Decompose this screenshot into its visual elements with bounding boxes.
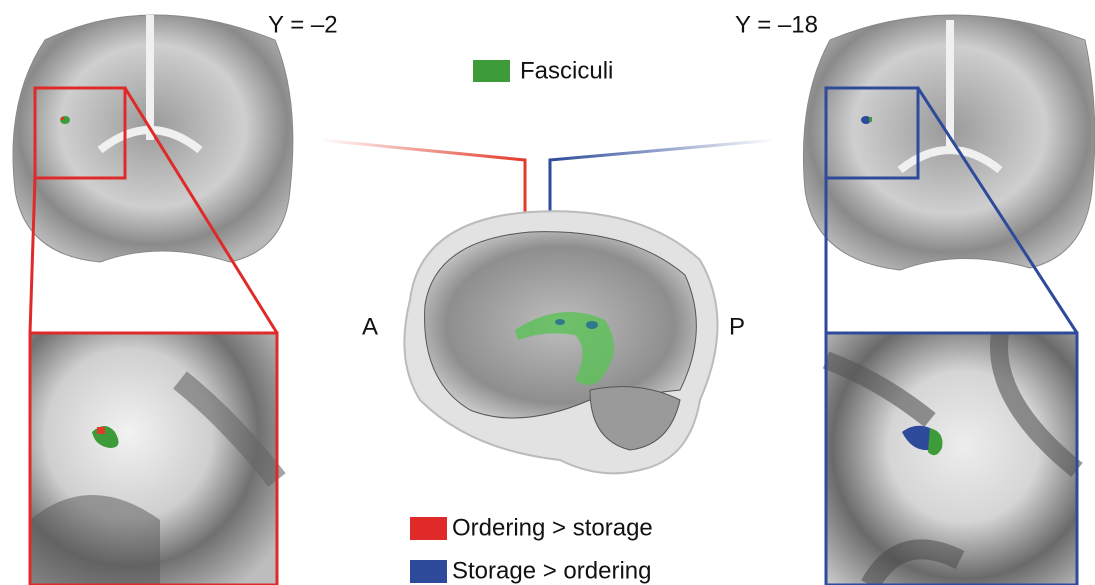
left-slice-label: Y = –2 (268, 11, 338, 38)
anterior-label: A (362, 313, 378, 340)
sagittal-brain (403, 210, 719, 475)
left-zoom (28, 331, 286, 585)
left-zoom-line (28, 177, 37, 334)
left-coronal-slice (12, 14, 294, 263)
ordering-swatch (410, 517, 447, 540)
right-roi-box (824, 86, 920, 180)
fasciculi-swatch (473, 60, 510, 82)
right-zoom-line (916, 87, 1079, 334)
storage-swatch (410, 560, 447, 583)
posterior-label: P (729, 313, 745, 340)
right-coronal-slice (802, 14, 1095, 271)
left-zoom-line (123, 87, 279, 334)
right-zoom (822, 331, 1083, 585)
fasciculi-label: Fasciculi (520, 57, 613, 84)
right-slice-label: Y = –18 (735, 11, 818, 38)
left-roi-box (33, 86, 127, 180)
ordering-label: Ordering > storage (452, 514, 653, 541)
storage-label: Storage > ordering (452, 557, 651, 584)
